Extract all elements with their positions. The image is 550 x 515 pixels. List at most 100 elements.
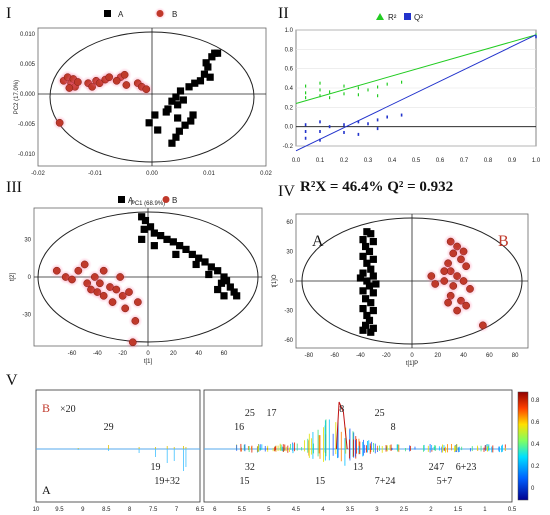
data-point-q2 <box>376 127 379 131</box>
data-point-B <box>453 306 461 315</box>
data-point-B <box>466 285 474 293</box>
legend-marker-q2 <box>404 13 411 20</box>
data-point-A <box>176 87 185 95</box>
data-point-A <box>195 254 203 262</box>
data-point-B <box>134 298 142 306</box>
data-point-r2 <box>357 86 359 90</box>
data-point-A <box>362 321 370 329</box>
x-tick-label: 0.0 <box>292 158 301 164</box>
x-tick-label: 2.5 <box>400 507 409 513</box>
data-point-A <box>226 283 234 291</box>
data-point-q2 <box>319 138 321 142</box>
data-point-A <box>367 265 375 273</box>
peak-annotation: 16 <box>234 422 244 433</box>
data-point-A <box>208 53 216 61</box>
data-point-A <box>185 83 193 91</box>
x-tick-label: 0.6 <box>436 158 445 164</box>
data-point-A <box>162 108 170 116</box>
y-tick-label: -0.005 <box>18 122 36 128</box>
data-point-q2 <box>343 130 345 134</box>
x-tick-label: 0.01 <box>203 171 215 177</box>
spectrum-frame-right <box>203 389 513 503</box>
data-point-A <box>151 111 159 119</box>
x-tick-label: 0.3 <box>364 158 373 164</box>
legend-label-B: B <box>172 10 177 19</box>
y-tick-label: 0.0 <box>285 125 294 131</box>
data-point-B <box>462 301 470 310</box>
data-point-r2 <box>386 82 388 86</box>
data-point-B <box>444 298 452 307</box>
y-tick-label: 0.6 <box>285 67 294 73</box>
x-tick-label: 60 <box>221 351 228 357</box>
x-tick-label: 10 <box>33 507 40 513</box>
data-point-A <box>217 279 226 287</box>
y-tick-label: 0.005 <box>20 62 36 68</box>
data-point-A <box>145 119 153 127</box>
x-tick-label: 8 <box>128 507 132 513</box>
group-label-B: B <box>498 233 509 250</box>
data-point-q2 <box>319 120 321 124</box>
spectrum-peak-main <box>335 401 348 450</box>
x-tick-label: 5.5 <box>238 507 247 513</box>
x-tick-label: 4 <box>321 507 325 513</box>
data-point-q2 <box>319 130 321 133</box>
data-point-B <box>142 85 151 94</box>
y-tick-label: 0 <box>290 279 294 285</box>
colorbar <box>517 391 529 501</box>
panel-III-pca-plot: -60 -40 -20 0 20 40 60 -30 0 30 t[1] t[2] PC1 (68.9%… <box>10 196 263 365</box>
peak-annotation: 17 <box>267 408 277 419</box>
data-point-A <box>150 242 158 250</box>
data-point-q2 <box>376 118 379 122</box>
x-tick-label: -40 <box>356 353 365 359</box>
data-point-A <box>196 77 205 85</box>
y-tick-label: 30 <box>24 237 31 243</box>
legend-marker-r2 <box>376 13 384 20</box>
data-point-A <box>214 267 222 275</box>
legend-marker-A <box>118 196 125 203</box>
data-point-A <box>192 260 200 269</box>
data-point-r2 <box>367 88 369 92</box>
panel-label-IV: IV <box>278 183 295 200</box>
data-point-r2 <box>401 80 403 84</box>
data-point-A <box>233 292 241 300</box>
data-point-B <box>99 291 108 300</box>
x-axis-label: t[1]P <box>406 361 418 367</box>
data-point-B <box>131 317 140 325</box>
data-point-A <box>188 250 196 259</box>
data-point-A <box>202 59 210 67</box>
x-tick-label: -60 <box>68 351 77 357</box>
data-point-A <box>359 287 367 295</box>
data-point-q2 <box>535 35 537 39</box>
peak-annotation: 19+32 <box>154 476 180 487</box>
x-tick-label: 0.5 <box>412 158 421 164</box>
data-point-A <box>179 96 187 104</box>
data-point-A <box>163 235 171 243</box>
data-point-A <box>207 263 215 271</box>
data-point-A <box>206 73 214 81</box>
data-point-q2 <box>304 130 307 133</box>
data-point-A <box>359 236 367 244</box>
data-point-A <box>367 299 375 307</box>
axis-title-pc1: PC1 (68.9%) <box>131 201 165 207</box>
data-point-A <box>220 292 228 300</box>
x-tick-label: 3 <box>375 507 379 513</box>
data-point-A <box>363 277 371 285</box>
y-tick-label: -0.2 <box>283 144 294 150</box>
data-point-B <box>52 266 61 275</box>
x-tick-label: 0 <box>410 353 414 359</box>
peak-annotation: 7+24 <box>375 476 396 487</box>
data-point-A <box>367 230 375 238</box>
x-tick-label: 4.5 <box>292 507 301 513</box>
data-point-A <box>213 49 222 57</box>
x-tick-label: 6.5 <box>196 507 205 513</box>
x-tick-label: -80 <box>305 353 314 359</box>
data-point-A <box>181 121 189 129</box>
panel-IV-opls-plot: -80 -60 -40 -20 0 20 40 60 80 -60 -30 0 30 60 t[1]P t[1… <box>272 179 529 367</box>
x-tick-label: -40 <box>93 351 102 357</box>
peak-annotation: 25 <box>375 408 385 419</box>
data-point-A <box>359 304 367 313</box>
colorbar-tick-label: 0 <box>531 486 535 492</box>
data-point-r2 <box>305 91 307 95</box>
x-tick-label: 0 <box>146 351 150 357</box>
